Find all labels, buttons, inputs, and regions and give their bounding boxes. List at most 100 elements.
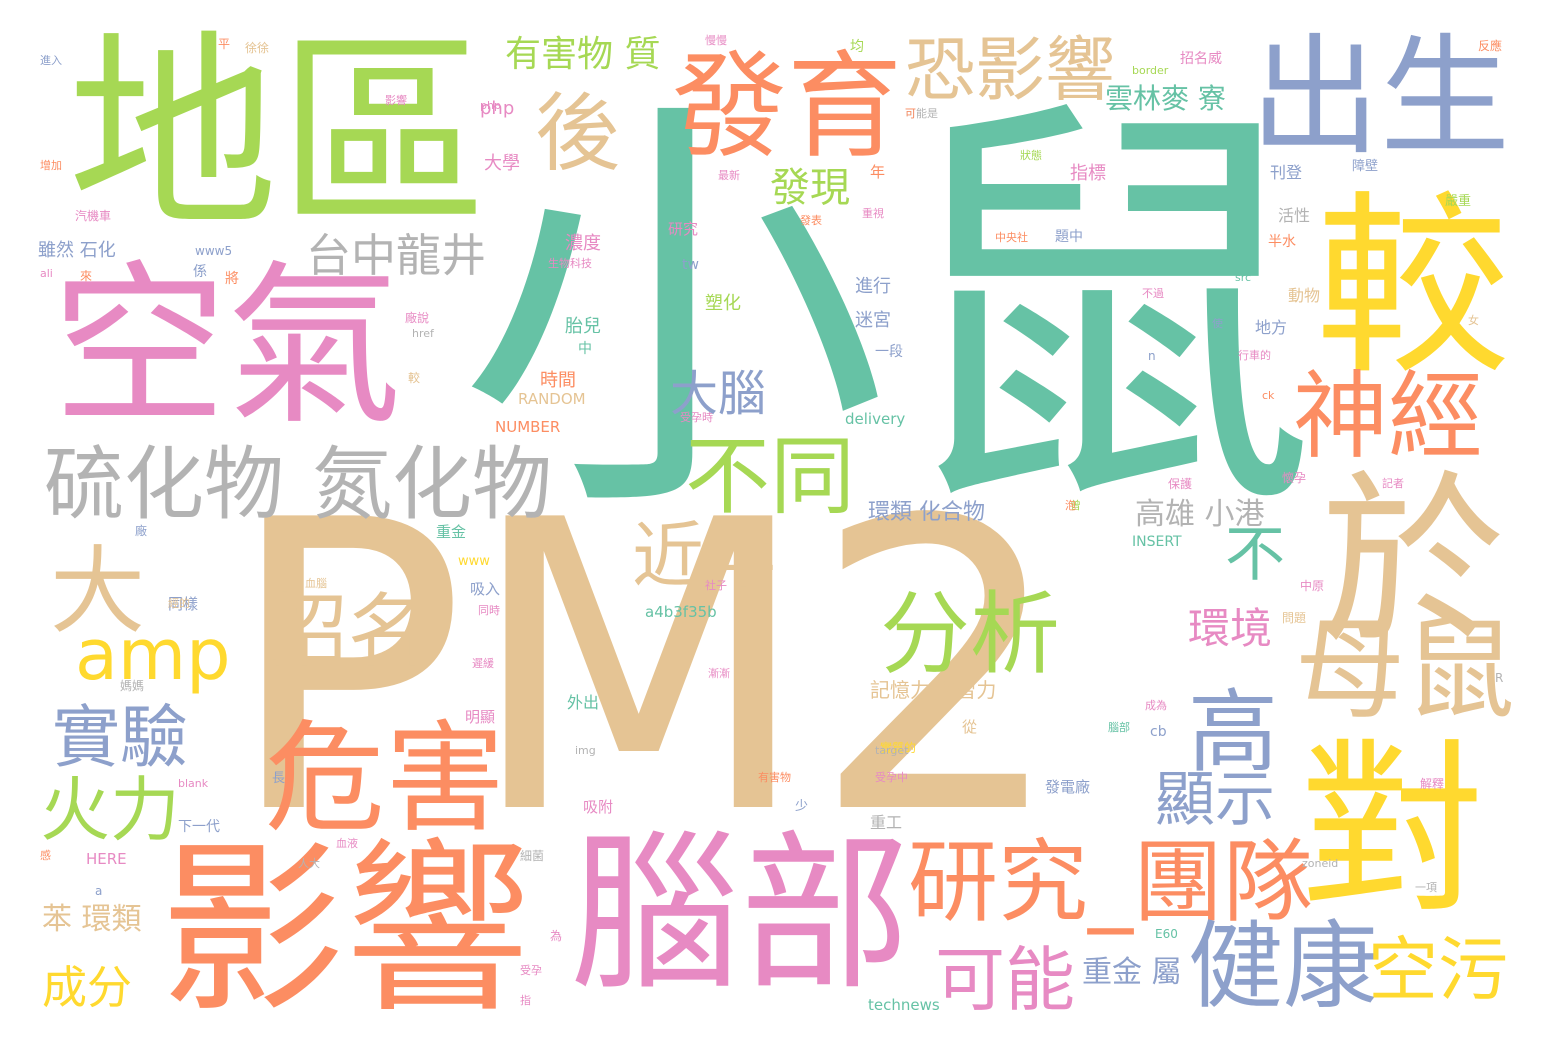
word-at: 於 <box>1320 454 1505 670</box>
word-conception-time: 受孕時 <box>680 411 713 424</box>
word-simultaneous: 同時 <box>478 604 500 617</box>
word-however: 不過 <box>1142 287 1164 300</box>
word-period: 一段 <box>875 344 903 360</box>
word-during-pregnancy: 受孕中 <box>875 771 908 784</box>
word-delivery: delivery <box>845 410 906 428</box>
word-maze: 迷宮 <box>855 310 891 331</box>
word-attention: 重視 <box>862 207 884 220</box>
word-harm: 危害 <box>265 710 505 849</box>
word-zhaomingwei: 招名威 <box>1180 51 1222 67</box>
word-factory-said: 廠說 <box>405 311 430 325</box>
word-plasticizer: 塑化 <box>705 293 741 314</box>
word-after: 後 <box>535 85 621 184</box>
word-mom: 媽媽 <box>120 679 145 693</box>
word-female: 女 <box>1468 314 1479 327</box>
word-mother-mouse: 母鼠 <box>1295 606 1515 734</box>
word-biotech: 生物科技 <box>548 257 592 270</box>
word-make: 使 <box>1212 317 1223 330</box>
word-place: 地方 <box>1255 318 1288 337</box>
word-announce: 發表 <box>800 214 822 227</box>
word-long: 長 <box>272 771 286 786</box>
word-increase: 增加 <box>40 159 62 172</box>
word-concentration: 濃度 <box>565 233 601 254</box>
word-www5: www5 <box>195 244 233 258</box>
word-thermal: 火力 <box>40 769 180 851</box>
word-show: 顯示 <box>1155 765 1275 835</box>
word-href: href <box>412 327 434 340</box>
word-zhaoming: 招名 <box>268 585 428 678</box>
word-air: 空氣 <box>52 246 402 449</box>
word-half-water: 半水 <box>1268 234 1296 250</box>
word-power-plant: 發電廠 <box>1045 778 1091 796</box>
word-gradually: 漸漸 <box>708 667 730 680</box>
word-people: 人大 <box>298 857 320 870</box>
word-protect: 保護 <box>1168 477 1193 491</box>
word-slowly-xu: 徐徐 <box>245 41 270 55</box>
word-publish: 刊登 <box>1270 163 1303 182</box>
word-severe: 嚴重 <box>1445 194 1472 209</box>
word-blood-brain: 血腦 <box>305 577 327 590</box>
word-bubble: 泡 <box>1065 499 1076 512</box>
word-time: 時間 <box>540 370 576 391</box>
word-not: 不 <box>1225 520 1285 590</box>
word-research-team: 研究_團隊 <box>908 830 1313 935</box>
word-heavy-metal: 重金 屬 <box>1082 955 1182 990</box>
word-community: 社子 <box>705 579 727 592</box>
word-substantive: 實質的 <box>880 741 917 755</box>
word-influence: 影響 <box>160 822 530 1038</box>
word-yunlin-mailiao: 雲林麥 寮 <box>1105 82 1226 115</box>
word-health: 健康 <box>1188 912 1379 1022</box>
word-go-out: 外出 <box>567 693 600 712</box>
word-ring-compound: 環類 化合物 <box>868 500 985 525</box>
word-cerebrum: 大腦 <box>670 366 767 422</box>
word-proceed: 進行 <box>855 276 891 297</box>
word-one-item: 一項 <box>1415 881 1437 894</box>
word-feel: 感 <box>40 849 51 862</box>
word-factory: 廠 <box>135 524 148 538</box>
word-nitride: 氮化物 <box>312 438 552 531</box>
word-refer: 指 <box>520 994 531 1007</box>
word-is: 係 <box>193 264 207 280</box>
word-enter: 進入 <box>40 54 62 67</box>
word-become: 成為 <box>1145 699 1167 712</box>
word-memory-learning: 記憶力 學習力 <box>870 678 997 702</box>
word-from: 從 <box>962 718 978 736</box>
word-blank: blank <box>178 777 209 790</box>
word-cna: 中央社 <box>995 231 1028 244</box>
word-latest: 最新 <box>718 169 740 182</box>
word-slowly: 慢慢 <box>705 34 727 47</box>
word-brain-small: 腦部 <box>1108 721 1130 734</box>
word-environment: 環境 <box>1188 604 1273 653</box>
word-number: NUMBER <box>495 418 561 436</box>
word-n: n <box>1148 349 1156 363</box>
word-state: 狀態 <box>1020 149 1042 162</box>
word-will: 將 <box>225 271 239 287</box>
word-driving: 行車的 <box>1238 349 1271 362</box>
word-target: target <box>875 744 909 757</box>
word-air-pollution: 空污 <box>1368 929 1508 1011</box>
word-inhale: 吸入 <box>470 580 501 598</box>
word-sulfide: 硫化物 <box>44 438 284 531</box>
word-compare: 較 <box>1315 174 1510 401</box>
word-img: img <box>575 744 596 757</box>
word-little: 少 <box>795 799 809 814</box>
word-reaction: 反應 <box>1478 39 1503 53</box>
word-taichung-longjing: 台中龍井 <box>306 229 487 282</box>
word-university: 大學 <box>484 153 520 174</box>
word-can: 可 <box>905 107 916 120</box>
word-heavy-gold: 重金 <box>436 523 467 541</box>
word-blood: 血液 <box>336 837 358 850</box>
word-component: 成分 <box>42 961 133 1014</box>
word-pregnant: 懷孕 <box>1282 471 1307 485</box>
word-brain-part: 腦部 <box>570 816 911 1014</box>
word-activity: 活性 <box>1278 206 1311 225</box>
word-nerve: 神經 <box>1293 362 1484 472</box>
word-bacteria: 細菌 <box>520 849 545 863</box>
word-benzene-ring: 苯 環類 <box>42 902 142 937</box>
word-hash: a4b3f35b <box>645 603 717 621</box>
word-zoneid: zoneid <box>1302 857 1339 870</box>
word-maybe: 可能是 <box>905 107 938 120</box>
word-e60: E60 <box>1155 927 1178 941</box>
word-year: 年 <box>870 163 886 181</box>
